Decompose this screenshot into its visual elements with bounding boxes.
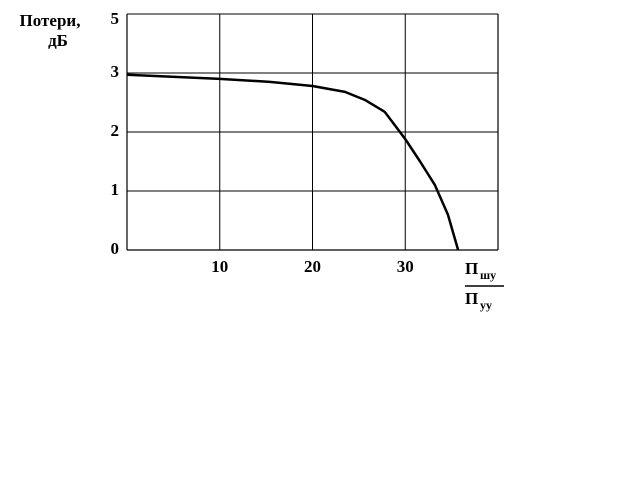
x-tick-label: 10: [211, 257, 228, 276]
y-tick-label: 5: [111, 9, 120, 28]
y-axis-label: дБ: [48, 31, 68, 50]
x-label-numerator: П: [465, 259, 478, 278]
x-axis-label: П шу П уу: [465, 259, 504, 312]
x-tick-label: 20: [304, 257, 321, 276]
y-axis-label: Потери,: [20, 11, 81, 30]
y-tick-label: 1: [111, 180, 120, 199]
y-tick-label: 2: [111, 121, 120, 140]
x-label-denominator-sub: уу: [480, 298, 492, 312]
x-tick-label: 30: [397, 257, 414, 276]
line-series: [126, 73, 460, 251]
y-tick-label: 0: [111, 239, 120, 258]
y-tick-label: 3: [111, 62, 120, 81]
x-label-denominator: П: [465, 289, 478, 308]
x-label-numerator-sub: шу: [480, 268, 496, 282]
